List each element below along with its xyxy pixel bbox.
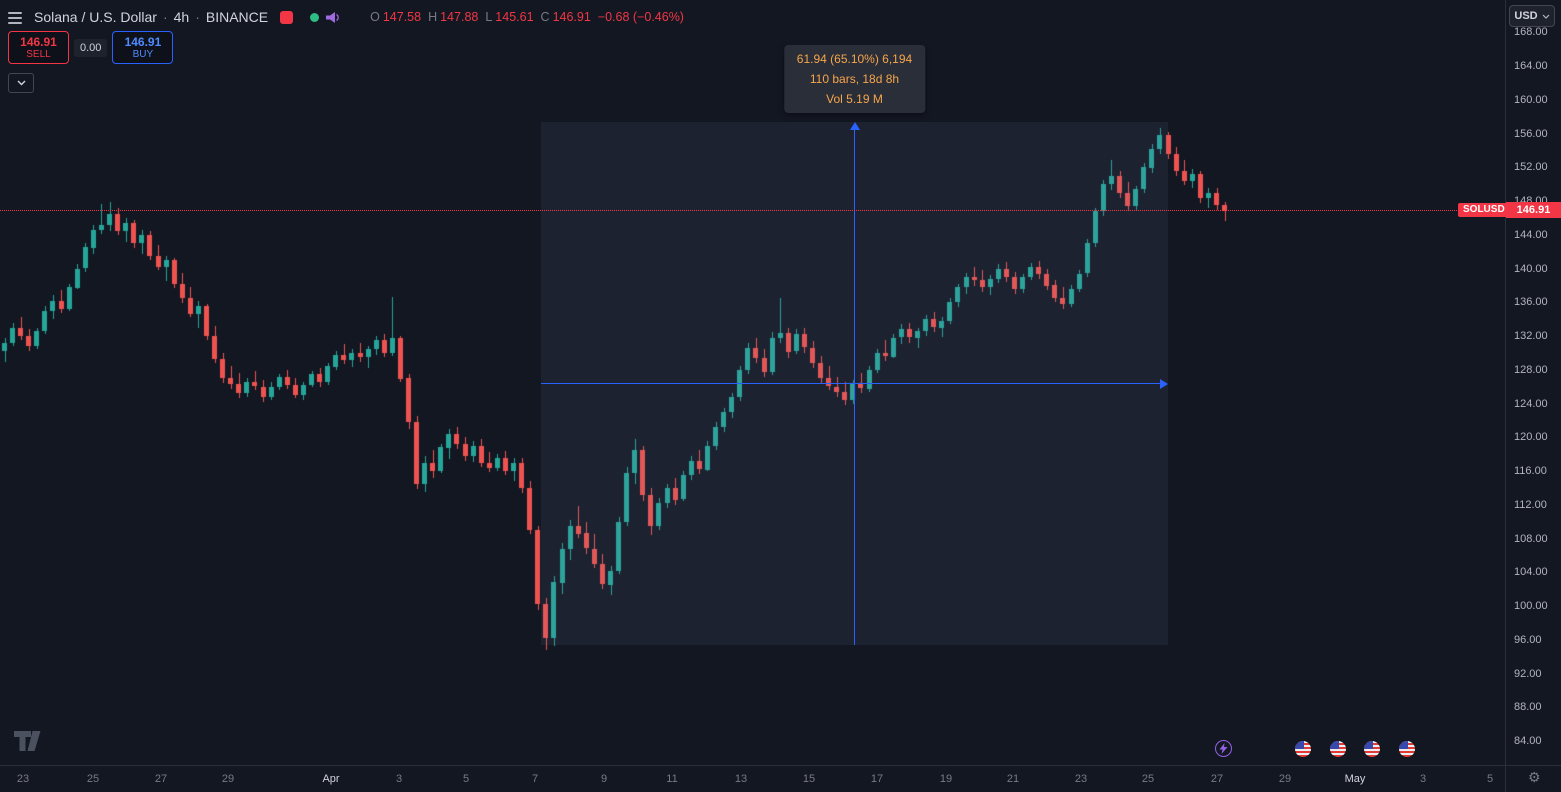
buy-label: BUY: [132, 49, 154, 60]
time-axis-label: 7: [531, 773, 539, 785]
close-label: C: [540, 10, 550, 24]
high-label: H: [428, 10, 438, 24]
price-axis-label: 120.00: [1514, 431, 1548, 444]
measure-tooltip: 61.94 (65.10%) 6,194 110 bars, 18d 8h Vo…: [783, 45, 926, 113]
time-axis-label: 23: [16, 773, 30, 785]
price-axis-label: 160.00: [1514, 93, 1548, 106]
us-flag-icon[interactable]: [1330, 741, 1346, 757]
axis-corner: ⚙: [1505, 765, 1561, 792]
title-separator: ·: [195, 9, 200, 25]
interval-label[interactable]: 4h: [173, 9, 190, 25]
time-axis-label: 5: [462, 773, 470, 785]
price-axis-label: 156.00: [1514, 127, 1548, 140]
time-axis-label: 29: [1278, 773, 1292, 785]
change-value: −0.68 (−0.46%): [597, 10, 684, 24]
megaphone-icon[interactable]: [325, 11, 340, 24]
spread-value: 0.00: [74, 38, 108, 57]
time-axis-label: 13: [734, 773, 748, 785]
time-axis-label: 25: [1141, 773, 1155, 785]
currency-selector[interactable]: USD: [1509, 5, 1555, 27]
time-axis-label: 25: [86, 773, 100, 785]
time-axis-label: 19: [939, 773, 953, 785]
menu-icon[interactable]: [8, 10, 22, 24]
measure-volume: Vol 5.19 M: [826, 92, 883, 106]
price-axis-label: 84.00: [1514, 735, 1542, 747]
price-axis-label: 88.00: [1514, 701, 1542, 714]
time-axis-label: Apr: [322, 773, 340, 785]
trade-panel: 146.91 SELL 0.00 146.91 BUY: [8, 31, 174, 64]
sell-button[interactable]: 146.91 SELL: [8, 31, 69, 64]
price-line-symbol-tag: SOLUSD: [1458, 203, 1510, 217]
time-axis-label: 23: [1074, 773, 1088, 785]
us-flag-icon[interactable]: [1364, 741, 1380, 757]
chart-pane[interactable]: [0, 0, 1505, 765]
current-price-label: 146.91: [1506, 202, 1561, 218]
time-axis-label: 3: [395, 773, 403, 785]
price-axis-label: 104.00: [1514, 566, 1548, 579]
time-axis-label: 9: [600, 773, 608, 785]
boost-icon[interactable]: [1215, 740, 1232, 757]
sell-label: SELL: [26, 49, 51, 60]
low-value: 145.61: [495, 10, 534, 24]
price-axis-label: 168.00: [1514, 26, 1548, 39]
price-axis-label: 140.00: [1514, 262, 1548, 275]
high-value: 147.88: [440, 10, 479, 24]
time-axis-label: 5: [1486, 773, 1494, 785]
measure-price-change: 61.94 (65.10%) 6,194: [796, 52, 913, 66]
time-axis[interactable]: 23 25 27 29 Apr 3 5 7 9 11 13 15 17 19 21 23 25 27 29 May 3 5: [0, 765, 1561, 792]
time-axis-label: 27: [1210, 773, 1224, 785]
time-axis-label: 29: [221, 773, 235, 785]
chart-header: Solana / U.S. Dollar · 4h · BINANCE O 147…: [8, 7, 684, 27]
time-axis-label: 11: [666, 773, 678, 785]
open-value: 147.58: [382, 10, 422, 24]
time-axis-label: May: [1344, 773, 1366, 785]
time-axis-label: 17: [870, 773, 884, 785]
price-axis[interactable]: 168.00 164.00 160.00 156.00 152.00 148.00 144.…: [1505, 0, 1561, 765]
time-axis-label: 3: [1419, 773, 1427, 785]
symbol-name[interactable]: Solana / U.S. Dollar: [34, 9, 157, 25]
price-axis-label: 164.00: [1514, 60, 1548, 72]
price-axis-label: 152.00: [1514, 161, 1548, 174]
price-axis-label: 100.00: [1514, 600, 1548, 612]
measure-bars-duration: 110 bars, 18d 8h: [809, 72, 900, 86]
price-axis-label: 144.00: [1514, 228, 1548, 241]
tradingview-logo[interactable]: [14, 731, 42, 756]
collapse-toolbar-button[interactable]: [8, 73, 34, 93]
price-axis-label: 136.00: [1514, 296, 1548, 309]
gear-icon[interactable]: ⚙: [1528, 769, 1541, 785]
price-axis-label: 124.00: [1514, 397, 1548, 410]
title-separator: ·: [162, 9, 168, 25]
price-axis-label: 108.00: [1514, 532, 1548, 545]
chevron-down-icon: [17, 80, 25, 86]
time-axis-label: 21: [1006, 773, 1020, 785]
exchange-label: BINANCE: [205, 9, 269, 25]
price-axis-label: 132.00: [1514, 330, 1548, 342]
us-flag-icon[interactable]: [1295, 741, 1311, 757]
price-axis-label: 112.00: [1514, 498, 1547, 511]
time-axis-label: 27: [154, 773, 168, 785]
symbol-title[interactable]: Solana / U.S. Dollar · 4h · BINANCE: [34, 9, 268, 25]
price-axis-label: 116.00: [1514, 465, 1547, 477]
us-flag-icon[interactable]: [1399, 741, 1415, 757]
currency-value: USD: [1514, 10, 1538, 22]
time-axis-label: 15: [802, 773, 816, 785]
buy-button[interactable]: 146.91 BUY: [112, 31, 174, 64]
close-value: 146.91: [552, 10, 591, 24]
low-label: L: [485, 10, 493, 24]
open-label: O: [370, 10, 380, 24]
chevron-down-icon: [1542, 14, 1550, 19]
red-flag-icon[interactable]: [280, 10, 294, 24]
market-status-dot-icon: [310, 12, 320, 22]
sell-price: 146.91: [20, 35, 57, 49]
price-axis-label: 92.00: [1514, 667, 1542, 680]
ohlc-readout: O 147.58 H 147.88 L 145.61 C 146.91 −0.68 (−…: [370, 10, 684, 24]
price-axis-label: 128.00: [1514, 363, 1548, 376]
price-axis-label: 96.00: [1514, 633, 1542, 646]
buy-price: 146.91: [124, 35, 162, 49]
